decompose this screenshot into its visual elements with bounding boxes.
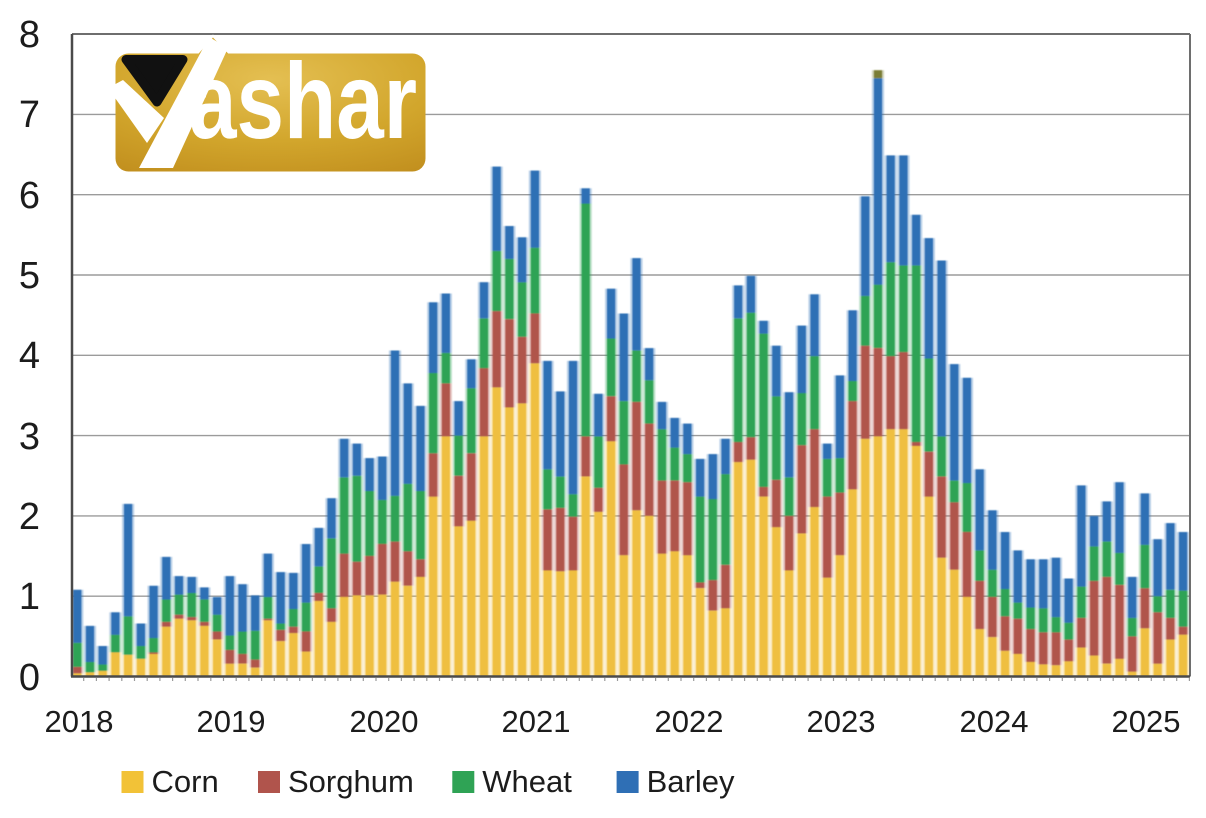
svg-text:2025: 2025 [1112,704,1181,739]
svg-text:7: 7 [19,94,40,136]
svg-text:6: 6 [19,175,40,217]
svg-text:Wheat: Wheat [482,764,572,799]
svg-text:2021: 2021 [502,704,571,739]
svg-text:ashar: ashar [189,40,417,161]
svg-text:2022: 2022 [655,704,724,739]
svg-text:2024: 2024 [960,704,1029,739]
svg-text:2020: 2020 [350,704,419,739]
svg-text:3: 3 [19,416,40,458]
svg-text:Barley: Barley [647,764,735,799]
svg-text:1: 1 [19,576,40,618]
svg-text:0: 0 [19,657,40,699]
svg-text:2: 2 [19,496,40,538]
svg-text:8: 8 [19,14,40,56]
svg-text:2018: 2018 [45,704,114,739]
svg-text:2019: 2019 [197,704,266,739]
svg-text:2023: 2023 [807,704,876,739]
svg-text:Sorghum: Sorghum [288,764,414,799]
svg-text:4: 4 [19,335,40,377]
svg-text:5: 5 [19,255,40,297]
svg-text:Corn: Corn [152,764,219,799]
